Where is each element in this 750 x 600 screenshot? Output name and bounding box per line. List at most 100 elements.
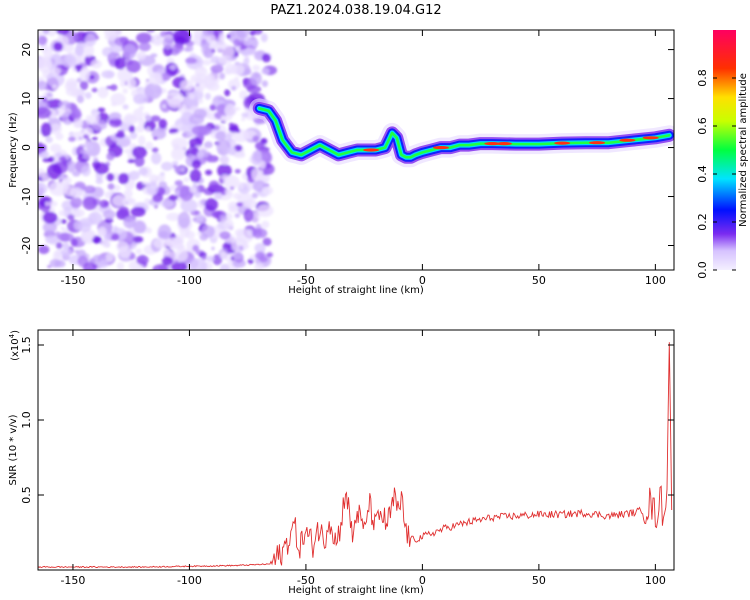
noise-blob: [84, 33, 97, 47]
noise-blob: [161, 199, 174, 208]
colorbar-label: Normalized spectral amplitude: [738, 73, 749, 227]
noise-blob: [264, 162, 272, 169]
noise-blob: [235, 245, 244, 253]
noise-blob: [183, 47, 191, 52]
x-tick-label: 50: [532, 574, 546, 587]
noise-blob: [178, 103, 187, 114]
noise-blob: [236, 202, 244, 207]
noise-blob: [247, 258, 254, 265]
noise-blob: [185, 230, 195, 240]
noise-blob: [200, 225, 215, 238]
noise-blob: [46, 92, 53, 98]
noise-blob: [45, 235, 58, 245]
noise-blob: [133, 220, 147, 234]
noise-blob: [192, 182, 198, 187]
noise-blob: [243, 57, 250, 66]
chart-title: PAZ1.2024.038.19.04.G12: [270, 3, 441, 18]
noise-blob: [234, 76, 240, 81]
noise-blob: [239, 90, 248, 100]
noise-blob: [261, 80, 268, 88]
noise-blob: [127, 158, 136, 164]
noise-blob: [151, 152, 162, 165]
noise-blob: [193, 108, 208, 119]
colorbar-tick-label: 0.4: [696, 165, 709, 183]
spectrogram-frame: [37, 29, 675, 271]
spectrogram-y-ticks: 20 10 0 -10 -20: [20, 43, 674, 254]
noise-blob: [97, 107, 106, 113]
noise-blob: [94, 162, 109, 175]
x-tick-label: 100: [645, 574, 666, 587]
noise-blob: [185, 57, 197, 64]
noise-blob: [203, 141, 213, 149]
noise-blob: [114, 57, 127, 70]
noise-blob: [194, 191, 202, 198]
noise-blob: [228, 205, 239, 213]
noise-blob: [240, 150, 245, 157]
noise-blob: [145, 141, 154, 150]
snr-y-label: SNR (10 * v/v): [8, 414, 19, 485]
noise-blob: [204, 198, 218, 212]
noise-blob: [82, 196, 98, 211]
noise-blob: [128, 125, 136, 133]
ridge-hotspot: [642, 136, 659, 140]
y-tick-label: 1.5: [20, 336, 33, 354]
noise-blob: [90, 59, 103, 69]
noise-blob: [99, 199, 110, 209]
noise-blob: [60, 248, 73, 257]
noise-blob: [241, 112, 249, 118]
noise-blob: [228, 126, 240, 133]
noise-blob: [169, 185, 175, 191]
noise-blob: [210, 64, 224, 74]
noise-blob: [220, 155, 230, 165]
noise-blob: [75, 45, 84, 57]
noise-blob: [254, 263, 265, 270]
noise-blob: [230, 186, 235, 190]
noise-blob: [38, 107, 52, 119]
noise-blob: [48, 200, 58, 207]
noise-blob: [69, 187, 84, 199]
noise-blob: [109, 112, 122, 121]
noise-blob: [192, 244, 200, 252]
snr-x-ticks: -150 -100 -50 0 50 100: [60, 330, 666, 587]
noise-blob: [223, 175, 240, 189]
noise-blob: [209, 104, 216, 111]
colorbar: 0.0 0.2 0.4 0.6 0.8 Normalized spectral ampl…: [696, 30, 749, 279]
noise-blob: [194, 76, 203, 83]
noise-blob: [251, 192, 258, 199]
noise-blob: [222, 219, 234, 230]
noise-blob: [80, 149, 88, 155]
noise-blob: [49, 123, 62, 135]
noise-blob: [217, 164, 232, 178]
spectral-ridge: [249, 98, 674, 168]
noise-blob: [42, 221, 58, 234]
noise-blob: [132, 236, 144, 243]
noise-blob: [122, 104, 129, 110]
noise-blob: [93, 157, 99, 162]
noise-blob: [161, 256, 173, 266]
snr-line: [38, 342, 673, 569]
noise-blob: [171, 137, 188, 149]
noise-blob: [157, 224, 172, 241]
noise-blob: [219, 72, 226, 80]
noise-blob: [98, 259, 109, 269]
noise-blob: [235, 46, 240, 52]
noise-blob: [215, 130, 227, 141]
noise-blob: [150, 53, 158, 58]
noise-blob: [42, 97, 48, 103]
noise-blob: [201, 255, 207, 261]
noise-blob: [251, 39, 259, 47]
x-tick-label: 0: [419, 574, 426, 587]
noise-blob: [233, 192, 241, 200]
noise-blob: [102, 209, 116, 220]
noise-blob: [206, 255, 215, 262]
noise-blob: [205, 169, 213, 176]
noise-blob: [146, 30, 155, 33]
noise-blob: [238, 181, 245, 190]
noise-blob: [177, 211, 191, 229]
noise-blob: [78, 136, 83, 140]
noise-blob: [49, 258, 61, 268]
noise-blob: [95, 178, 104, 185]
noise-blob: [145, 114, 152, 122]
noise-blob: [170, 262, 188, 270]
noise-blob: [72, 209, 82, 218]
